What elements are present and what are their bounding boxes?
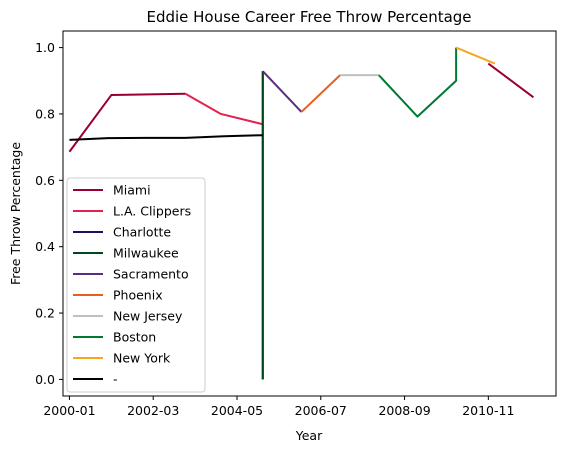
x-tick-label: 2010-11	[462, 403, 514, 418]
chart-title: Eddie House Career Free Throw Percentage	[146, 8, 471, 26]
legend-label-charlotte: Charlotte	[113, 225, 171, 240]
y-tick-label: 0.8	[35, 106, 55, 121]
x-tick-label: 2006-07	[295, 403, 347, 418]
series-line-miami-1	[68, 92, 186, 153]
series-line-l-a-clippers-1	[184, 92, 264, 126]
x-axis: 2000-01 2002-03 2004-05 2006-07 2008-09 2010-…	[43, 396, 514, 418]
y-tick-label: 0.4	[35, 239, 55, 254]
series-lines	[68, 46, 535, 380]
series-line-new-york-1	[455, 46, 496, 65]
y-axis: 0.0 0.2 0.4 0.6 0.8 1.0	[35, 40, 63, 387]
series-line-sacramento-1	[262, 70, 303, 113]
x-axis-label: Year	[295, 428, 323, 443]
x-tick-label: 2000-01	[43, 403, 95, 418]
legend-label-sacramento: Sacramento	[113, 267, 189, 282]
x-tick-label: 2002-03	[127, 403, 179, 418]
series-line-miami-2	[487, 62, 535, 99]
y-tick-label: 0.2	[35, 306, 55, 321]
legend-label-new-jersey: New Jersey	[113, 309, 183, 324]
legend-label-boston: Boston	[113, 330, 156, 345]
y-axis-label: Free Throw Percentage	[8, 142, 23, 285]
x-tick-label: 2004-05	[211, 403, 263, 418]
series-line-phoenix-1	[300, 74, 341, 113]
legend-label-phoenix: Phoenix	[113, 288, 163, 303]
legend-label-milwaukee: Milwaukee	[113, 246, 179, 261]
y-tick-label: 0.0	[35, 372, 55, 387]
plot-frame	[62, 30, 557, 397]
y-tick-label: 0.6	[35, 173, 55, 188]
series-line-boston-1	[378, 47, 458, 118]
legend-label-l-a-clippers: L.A. Clippers	[113, 204, 191, 219]
legend-label-dash: -	[113, 372, 118, 387]
legend-label-miami: Miami	[113, 183, 151, 198]
series-line-dash-1	[69, 134, 263, 141]
y-tick-label: 1.0	[35, 40, 55, 55]
legend: Miami L.A. Clippers Charlotte Milwaukee Sacr…	[66, 177, 206, 393]
x-tick-label: 2008-09	[378, 403, 430, 418]
legend-label-new-york: New York	[113, 351, 171, 366]
